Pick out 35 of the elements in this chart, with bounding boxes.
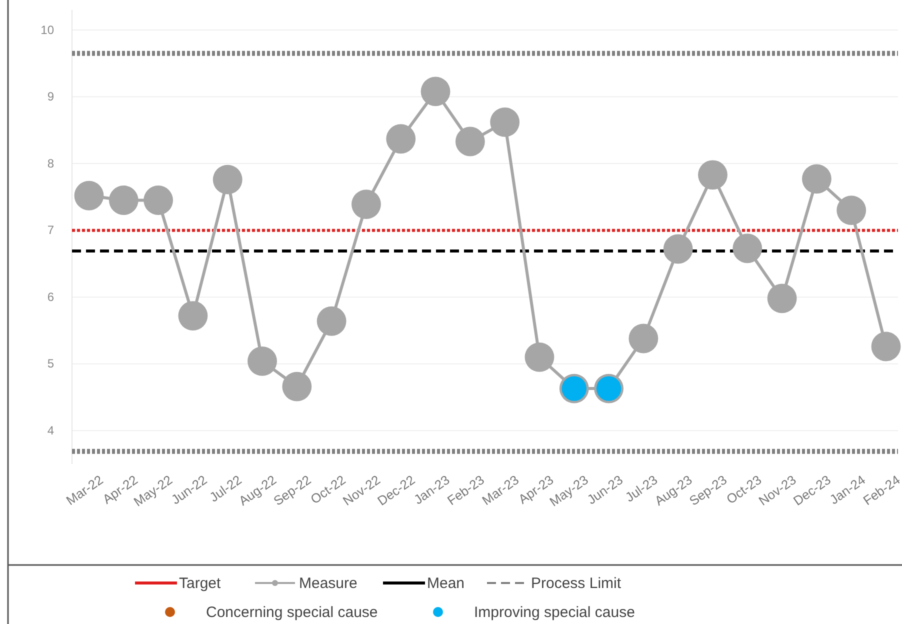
legend-label: Process Limit	[531, 575, 622, 592]
point	[316, 306, 346, 336]
y-tick-label: 10	[40, 22, 54, 37]
point	[698, 160, 728, 190]
point	[871, 332, 901, 362]
point	[732, 234, 762, 264]
y-tick-label: 5	[47, 356, 54, 371]
y-tick-label: 8	[47, 156, 54, 170]
point	[663, 234, 693, 264]
y-tick-label: 6	[47, 290, 54, 304]
point	[178, 301, 208, 330]
point	[248, 346, 277, 376]
legend-label: Concerning special cause	[206, 604, 378, 621]
y-tick-label: 7	[47, 223, 54, 238]
y-tick-label: 4	[47, 423, 54, 438]
point	[74, 180, 104, 210]
y-tick-label: 9	[47, 90, 54, 104]
point	[386, 124, 416, 154]
point	[767, 284, 797, 314]
point	[352, 190, 381, 219]
legend-label: Target	[179, 575, 222, 592]
point	[628, 324, 658, 354]
point	[282, 372, 312, 402]
point	[108, 186, 138, 215]
point	[490, 107, 520, 137]
legend-label: Improving special cause	[474, 604, 635, 621]
point	[212, 164, 242, 194]
point	[524, 342, 554, 372]
point	[802, 164, 832, 194]
point	[836, 196, 866, 225]
point	[420, 76, 450, 106]
legend-label: Mean	[427, 575, 465, 592]
point	[144, 186, 174, 215]
legend-label: Measure	[299, 575, 358, 592]
point	[455, 126, 485, 156]
